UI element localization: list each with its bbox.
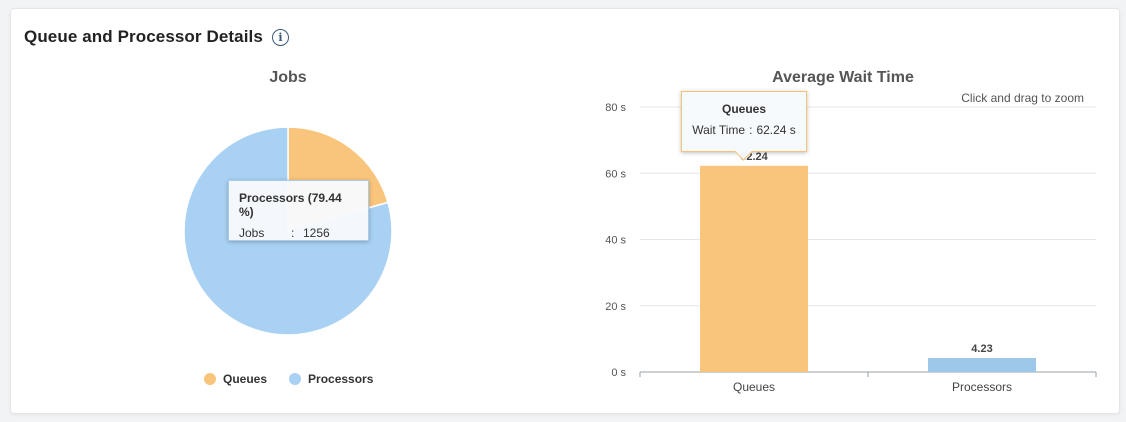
panel-header: Queue and Processor Details i xyxy=(24,27,289,47)
bar-processors[interactable] xyxy=(928,357,1036,372)
legend-dot-queues xyxy=(204,373,216,385)
legend-item-queues[interactable]: Queues xyxy=(204,372,267,386)
x-tick-label-queues: Queues xyxy=(733,380,775,394)
wait-time-tooltip: Queues Wait Time : 62.24 s xyxy=(681,91,807,161)
wait-chart-title: Average Wait Time xyxy=(772,69,914,86)
wait-tooltip-separator: : xyxy=(749,123,753,137)
jobs-tooltip: Processors (79.44 %) Jobs : 1256 xyxy=(228,180,369,241)
legend-label-processors: Processors xyxy=(308,372,374,386)
jobs-tooltip-label: Jobs xyxy=(239,226,265,240)
x-tick-label-processors: Processors xyxy=(952,380,1012,394)
y-tick-label: 0 s xyxy=(611,367,626,379)
data-label-processors: 4.23 xyxy=(971,343,992,355)
wait-tooltip-value: 62.24 s xyxy=(756,123,796,137)
bar-queues[interactable] xyxy=(700,165,808,372)
y-tick-label: 80 s xyxy=(605,102,626,114)
y-tick-label: 60 s xyxy=(605,168,626,180)
y-tick-label: 40 s xyxy=(605,235,626,247)
jobs-chart-title: Jobs xyxy=(269,69,306,86)
jobs-legend: Queues Processors xyxy=(204,372,395,386)
y-tick-label: 20 s xyxy=(605,301,626,313)
zoom-hint: Click and drag to zoom xyxy=(961,91,1084,105)
info-icon[interactable]: i xyxy=(271,28,289,46)
wait-tooltip-header: Queues xyxy=(721,102,766,116)
panel-title: Queue and Processor Details xyxy=(24,27,263,46)
legend-label-queues: Queues xyxy=(223,372,268,386)
jobs-tooltip-separator: : xyxy=(291,226,295,240)
legend-dot-processors xyxy=(289,373,302,385)
jobs-tooltip-header: Processors (79.44 %) xyxy=(239,191,342,219)
jobs-tooltip-value: 1256 xyxy=(303,226,330,240)
legend-item-processors[interactable]: Processors xyxy=(289,372,373,386)
wait-tooltip-label: Wait Time xyxy=(692,123,746,137)
